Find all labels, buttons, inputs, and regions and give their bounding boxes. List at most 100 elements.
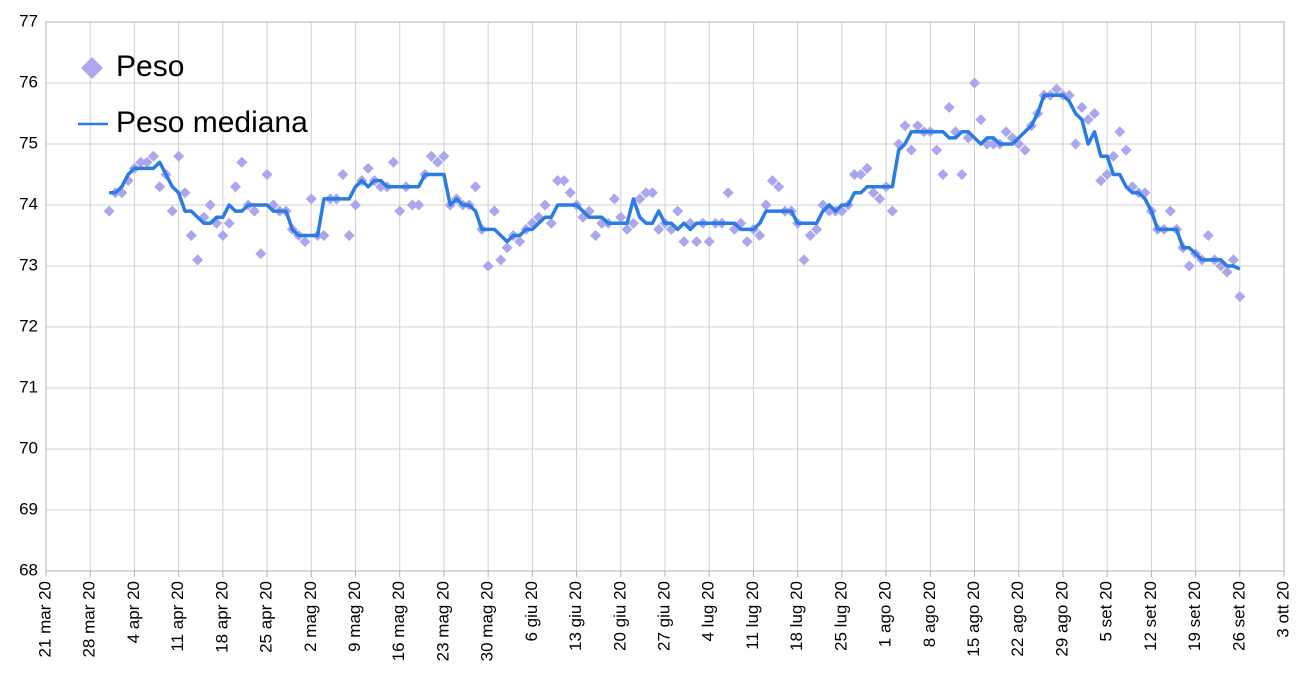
- data-point: [350, 199, 361, 211]
- data-point: [1051, 83, 1063, 95]
- data-point: [236, 156, 248, 168]
- data-point: [943, 101, 955, 113]
- x-tick-label: 18 apr 20: [212, 581, 231, 653]
- y-tick-label: 72: [19, 316, 38, 335]
- data-point: [1120, 144, 1132, 156]
- data-point: [248, 205, 260, 217]
- data-point: [141, 156, 153, 168]
- data-point: [804, 230, 816, 241]
- data-point: [495, 254, 507, 266]
- data-point: [173, 150, 185, 162]
- data-point: [343, 230, 355, 241]
- data-point: [722, 187, 734, 199]
- data-point: [886, 205, 898, 217]
- data-point: [861, 162, 873, 174]
- x-tick-label: 12 set 20: [1141, 581, 1160, 651]
- data-point: [678, 236, 690, 248]
- data-point: [969, 77, 980, 89]
- data-point: [703, 236, 715, 248]
- data-point: [470, 181, 482, 193]
- x-tick-label: 18 lug 20: [787, 581, 806, 651]
- x-tick-label: 3 ott 20: [1273, 581, 1292, 638]
- legend-label: Peso: [116, 50, 184, 83]
- data-point: [975, 114, 987, 126]
- data-point: [413, 199, 425, 211]
- data-point: [811, 223, 823, 235]
- data-point: [855, 169, 867, 180]
- data-point: [432, 156, 444, 168]
- x-tick-label: 11 apr 20: [168, 581, 187, 652]
- data-point: [931, 144, 943, 156]
- x-tick-label: 9 mag 20: [345, 581, 364, 652]
- data-point: [217, 230, 229, 241]
- x-tick-label: 30 mag 20: [478, 581, 497, 661]
- y-tick-label: 74: [19, 194, 38, 213]
- data-point: [166, 205, 178, 217]
- x-tick-label: 11 lug 20: [743, 581, 762, 650]
- data-point: [135, 156, 147, 168]
- data-point: [848, 169, 860, 180]
- data-point: [501, 242, 513, 254]
- x-tick-label: 6 giu 20: [522, 581, 541, 642]
- data-point: [539, 199, 551, 211]
- data-point: [1082, 114, 1094, 126]
- data-point: [387, 156, 399, 168]
- data-point: [754, 230, 766, 241]
- data-point: [552, 175, 564, 187]
- x-tick-label: 21 mar 20: [35, 581, 54, 658]
- data-point: [438, 150, 450, 162]
- data-point: [1107, 150, 1119, 162]
- data-point: [798, 254, 810, 266]
- data-point: [937, 169, 949, 180]
- data-point: [488, 205, 500, 217]
- data-point: [1114, 126, 1126, 138]
- data-point: [1089, 108, 1101, 119]
- x-tick-label: 5 set 20: [1097, 581, 1116, 642]
- data-point: [406, 199, 418, 211]
- data-point: [1076, 101, 1088, 113]
- data-point: [482, 260, 494, 272]
- data-point: [204, 199, 216, 211]
- x-tick-label: 4 apr 20: [124, 581, 143, 643]
- x-tick-label: 13 giu 20: [566, 581, 585, 651]
- data-point: [760, 199, 772, 211]
- data-point: [905, 144, 917, 156]
- data-point: [299, 236, 311, 248]
- x-tick-label: 29 ago 20: [1052, 581, 1071, 657]
- y-tick-label: 69: [19, 499, 38, 518]
- data-point: [154, 181, 166, 193]
- data-point: [185, 230, 197, 241]
- data-point: [646, 187, 658, 199]
- x-tick-label: 25 apr 20: [257, 581, 276, 653]
- x-tick-label: 15 ago 20: [964, 581, 983, 657]
- y-tick-label: 73: [19, 255, 38, 274]
- x-tick-label: 8 ago 20: [920, 581, 939, 647]
- data-point: [1221, 266, 1233, 278]
- data-point: [147, 150, 159, 162]
- data-point: [627, 217, 639, 229]
- data-point: [425, 150, 437, 162]
- data-point: [1000, 126, 1012, 138]
- plot-area: [103, 77, 1246, 302]
- y-tick-label: 77: [19, 11, 38, 30]
- data-point: [867, 187, 879, 199]
- data-point: [192, 254, 204, 266]
- y-tick-label: 75: [19, 133, 38, 152]
- legend-label: Peso mediana: [116, 106, 308, 139]
- data-point: [1019, 144, 1031, 156]
- data-point: [634, 193, 646, 205]
- data-point: [223, 217, 235, 229]
- x-tick-label: 23 mag 20: [433, 581, 452, 661]
- data-point: [362, 162, 374, 174]
- data-point: [766, 175, 778, 187]
- median-line: [109, 93, 1241, 271]
- data-point: [1164, 205, 1176, 217]
- data-point: [558, 175, 570, 187]
- data-point: [103, 205, 115, 217]
- data-point: [956, 169, 968, 180]
- x-tick-label: 4 lug 20: [699, 581, 718, 642]
- x-tick-label: 27 giu 20: [654, 581, 673, 651]
- data-point: [621, 223, 633, 235]
- y-tick-label: 68: [19, 560, 38, 579]
- data-point: [255, 248, 267, 260]
